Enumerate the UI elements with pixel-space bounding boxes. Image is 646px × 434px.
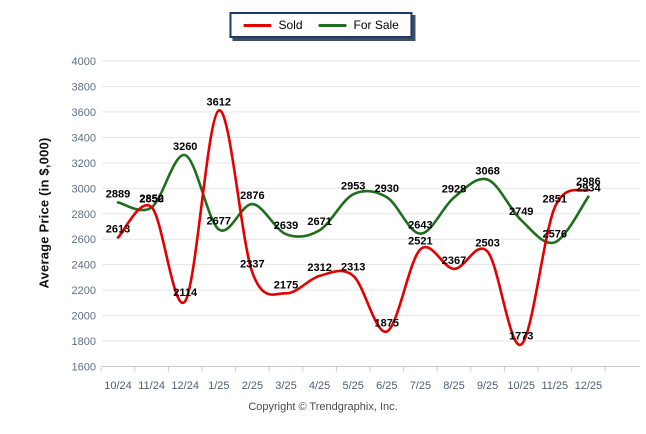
y-axis-title: Average Price (in $,000) (36, 137, 52, 289)
x-axis-tick-label: 12/24 (171, 380, 199, 392)
x-axis-tick-label: 9/25 (477, 380, 498, 392)
legend-item-for-sale: For Sale (318, 18, 399, 32)
sold-data-label: 3612 (207, 96, 231, 108)
x-axis-tick-label: 11/24 (138, 380, 165, 392)
sold-data-label: 1773 (509, 330, 533, 342)
for-sale-data-label: 2889 (106, 188, 130, 200)
for-sale-data-label: 2850 (139, 193, 163, 205)
sold-data-label: 1875 (375, 317, 399, 329)
sold-data-label: 2175 (274, 279, 298, 291)
for-sale-data-label: 2934 (576, 183, 601, 195)
x-axis-tick-label: 4/25 (309, 380, 330, 392)
y-axis-tick-label: 3600 (72, 107, 96, 119)
x-axis-tick-label: 10/25 (507, 380, 535, 392)
for-sale-data-label: 2671 (307, 216, 331, 228)
y-axis-tick-label: 3200 (72, 158, 96, 170)
y-axis-tick-label: 3000 (72, 183, 96, 195)
for-sale-data-label: 3260 (173, 141, 197, 153)
for-sale-data-label: 2930 (375, 183, 399, 195)
y-axis-tick-label: 2600 (72, 234, 96, 246)
x-axis-tick-label: 1/25 (208, 380, 229, 392)
x-axis-tick-label: 8/25 (443, 380, 464, 392)
sold-data-label: 2986 (576, 176, 600, 188)
for-sale-data-label: 2576 (543, 228, 567, 240)
x-axis-tick-label: 5/25 (342, 380, 363, 392)
x-axis-tick-label: 10/24 (104, 380, 132, 392)
x-axis-tick-label: 11/25 (541, 380, 568, 392)
sold-data-label: 2337 (240, 259, 264, 271)
for-sale-data-label: 2677 (207, 215, 231, 227)
sold-data-label: 2852 (139, 193, 163, 205)
for-sale-data-label: 2639 (274, 220, 298, 232)
for-sale-data-label: 3068 (475, 166, 499, 178)
y-axis-tick-label: 1600 (72, 362, 96, 374)
for-sale-data-label: 2876 (240, 190, 264, 202)
sold-data-label: 2312 (307, 262, 331, 274)
sold-data-label: 2503 (475, 238, 499, 250)
sold-line-swatch (243, 23, 272, 27)
legend-item-sold: Sold (243, 18, 303, 32)
y-axis-tick-label: 2000 (72, 311, 96, 323)
for-sale-data-label: 2953 (341, 180, 365, 192)
x-axis-tick-label: 12/25 (575, 380, 603, 392)
x-axis-tick-label: 7/25 (410, 380, 431, 392)
legend-label-for-sale: For Sale (353, 18, 399, 32)
sold-line (116, 109, 590, 346)
copyright-footer: Copyright © Trendgraphix, Inc. (248, 401, 398, 413)
x-axis-tick-label: 6/25 (376, 380, 397, 392)
for-sale-data-label: 2928 (442, 183, 466, 195)
y-axis-tick-label: 2200 (72, 285, 96, 297)
y-axis-tick-label: 4000 (72, 56, 96, 68)
sold-data-label: 2114 (173, 287, 198, 299)
for-sale-data-label: 2643 (408, 220, 432, 232)
y-axis-tick-label: 3800 (72, 81, 96, 93)
sold-data-label: 2613 (106, 224, 130, 236)
for-sale-line (116, 153, 590, 245)
sold-data-label: 2851 (543, 193, 567, 205)
for-sale-line-swatch (318, 23, 347, 27)
sold-data-label: 2313 (341, 262, 365, 274)
chart-legend: Sold For Sale (229, 12, 413, 38)
legend-label-sold: Sold (278, 18, 303, 32)
y-axis-tick-label: 3400 (72, 132, 96, 144)
y-axis-tick-label: 2400 (72, 260, 96, 272)
x-axis-tick-label: 2/25 (242, 380, 263, 392)
x-axis-tick-label: 3/25 (275, 380, 296, 392)
y-axis-tick-label: 1800 (72, 336, 96, 348)
sold-data-label: 2367 (442, 255, 466, 267)
sold-data-label: 2521 (408, 235, 432, 247)
for-sale-data-label: 2749 (509, 206, 533, 218)
y-axis-tick-label: 2800 (72, 209, 96, 221)
